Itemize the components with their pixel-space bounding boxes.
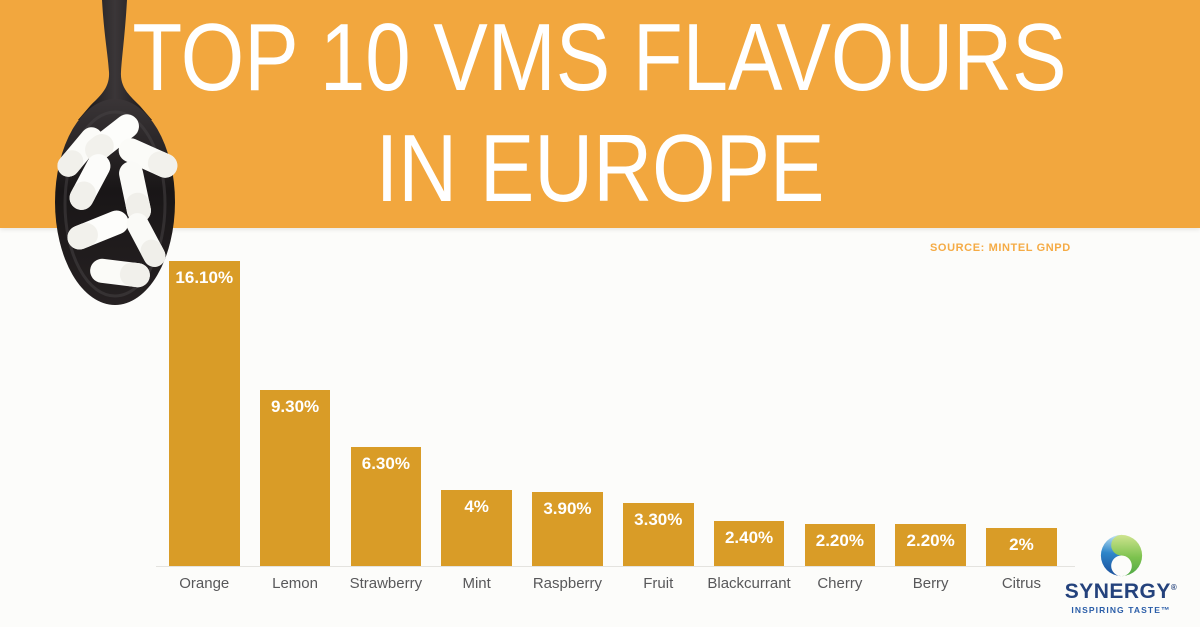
bar-value-label: 2.20%	[815, 531, 864, 550]
bar: 9.30%	[259, 390, 331, 566]
bar-value-label: 9.30%	[270, 397, 320, 416]
category-label: Lemon	[272, 575, 318, 592]
spoon-icon	[55, 0, 178, 305]
synergy-swirl-icon	[1100, 534, 1142, 577]
bar-value-label: 2.40%	[724, 528, 774, 547]
bar: 4%	[441, 490, 512, 566]
category-label: Berry	[912, 575, 949, 592]
category-label: Orange	[179, 575, 230, 592]
category-label: Mint	[462, 575, 491, 592]
bar-value-label: 3.90%	[543, 499, 592, 518]
bar: 16.10%	[169, 261, 240, 566]
bar: 2.20%	[895, 524, 966, 566]
category-label: Cherry	[817, 575, 863, 592]
header-banner: TOP 10 VMS FLAVOURS IN EUROPE	[0, 0, 1200, 228]
bar-value-label: 16.10%	[175, 268, 234, 287]
bar-value-label: 2%	[1009, 535, 1034, 554]
bar-value-label: 6.30%	[361, 454, 410, 473]
title-line-1: TOP 10 VMS FLAVOURS	[132, 4, 1068, 111]
category-label: Citrus	[1001, 575, 1042, 592]
bar-value-label: 4%	[464, 497, 489, 516]
bar-value-label: 2.20%	[906, 531, 955, 550]
synergy-tagline: INSPIRING TASTE™	[1071, 605, 1171, 615]
bar: 3.90%	[532, 492, 603, 566]
category-label: Strawberry	[349, 575, 423, 592]
category-label: Raspberry	[532, 575, 603, 592]
category-label: Blackcurrant	[707, 575, 791, 592]
synergy-logo-text: SYNERGY®	[1064, 580, 1178, 603]
bar-value-label: 3.30%	[634, 510, 683, 529]
spoon-capsules-image	[40, 0, 190, 320]
bar: 2%	[986, 528, 1057, 566]
capsules-icon	[57, 114, 178, 288]
bar: 3.30%	[623, 503, 694, 566]
x-axis-line	[156, 566, 1075, 567]
bar: 2.40%	[713, 521, 785, 566]
category-label: Fruit	[643, 575, 674, 592]
title-line-2: IN EUROPE	[375, 115, 825, 222]
source-note: SOURCE: MINTEL GNPD	[930, 242, 1071, 254]
bar: 2.20%	[804, 524, 876, 566]
bar: 6.30%	[350, 447, 422, 566]
registered-mark: ®	[1170, 583, 1178, 592]
synergy-logo: SYNERGY® INSPIRING TASTE™	[1065, 533, 1177, 615]
page-title: TOP 10 VMS FLAVOURS IN EUROPE	[0, 2, 1200, 224]
